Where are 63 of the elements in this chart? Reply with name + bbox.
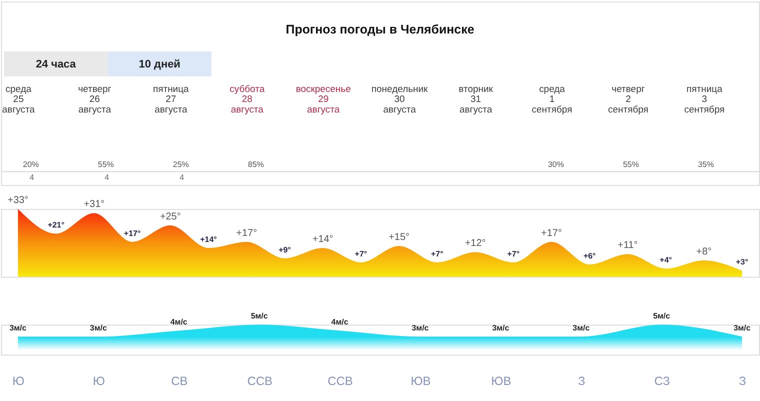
x-tick-label: среда 1 сентября: [532, 84, 572, 116]
x-tick-label: Ю: [92, 374, 105, 388]
x-tick-label: ЮВ: [410, 374, 431, 388]
data-label: +7°: [431, 249, 444, 258]
data-label: 4: [30, 173, 35, 182]
x-tick-label: пятница 3 сентября: [684, 84, 725, 116]
x-tick-label: пятница 27 августа: [152, 84, 190, 116]
x-tick-label: понедельник 30 августа: [371, 84, 429, 116]
x-tick-label: ССВ: [247, 374, 272, 388]
data-label: +17°: [236, 228, 258, 239]
x-tick-label: ССВ: [328, 374, 353, 388]
text: 24 часа: [36, 58, 77, 70]
data-label: +25°: [160, 211, 181, 222]
data-label: +17°: [124, 228, 141, 238]
data-label: +21°: [48, 220, 64, 230]
data-label: +7°: [354, 249, 368, 258]
x-tick-label: четверг 26 августа: [78, 84, 112, 116]
data-label: +14°: [312, 234, 334, 246]
x-tick-label: четверг 2 сентября: [608, 84, 648, 116]
x-tick-label: З: [578, 374, 586, 388]
x-tick-label: ЮВ: [491, 374, 512, 388]
data-label: 3м/с: [9, 324, 27, 333]
text: Прогноз погоды в Челябинске: [286, 22, 474, 36]
data-label: 4м/с: [331, 318, 349, 327]
x-tick-label: З: [738, 374, 746, 388]
data-label: +17°: [541, 228, 562, 239]
data-label: +33°: [8, 194, 28, 206]
data-label: 3м/с: [90, 324, 108, 333]
x-tick-label: Ю: [12, 374, 24, 388]
data-label: +15°: [388, 232, 410, 243]
data-label: 3м/с: [492, 324, 510, 333]
x-tick-label: среда 25 августа: [2, 84, 36, 116]
x-tick-label: суббота 28 августа: [230, 84, 266, 116]
data-label: +7°: [507, 249, 520, 258]
data-label: +31°: [84, 199, 105, 210]
data-label: 30%: [548, 160, 564, 170]
data-label: +3°: [736, 258, 748, 267]
data-label: 3м/с: [734, 324, 752, 333]
data-label: 35%: [698, 160, 714, 170]
data-label: +12°: [464, 238, 486, 250]
data-label: 25%: [172, 160, 189, 170]
data-label: 55%: [622, 160, 639, 170]
data-label: 55%: [98, 160, 114, 170]
data-label: 3м/с: [572, 324, 590, 333]
data-label: +11°: [618, 240, 638, 252]
text: 10 дней: [138, 58, 180, 70]
data-label: +4°: [660, 256, 672, 265]
data-label: +6°: [583, 251, 596, 260]
data-label: 4: [104, 173, 110, 182]
data-label: 20%: [22, 160, 39, 170]
data-label: 4м/с: [170, 318, 188, 327]
x-tick-label: воскресенье 29 августа: [296, 84, 351, 116]
data-label: 3м/с: [412, 324, 430, 333]
data-label: 5м/с: [653, 312, 671, 321]
x-tick-label: СЗ: [654, 374, 670, 388]
data-label: 85%: [248, 160, 264, 170]
data-label: +14°: [200, 235, 217, 244]
data-label: +9°: [278, 245, 291, 254]
data-label: 5м/с: [250, 312, 268, 321]
data-label: +8°: [696, 246, 712, 258]
data-label: 4: [180, 173, 185, 182]
x-tick-label: СВ: [171, 374, 188, 388]
x-tick-label: вторник 31 августа: [458, 84, 494, 116]
